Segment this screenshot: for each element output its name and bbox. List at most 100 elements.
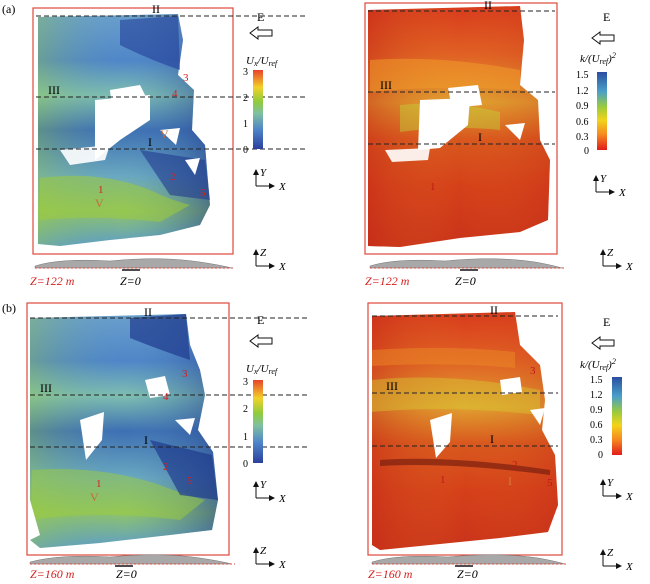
panel-b-right-legend: E k/(Uref)2 1.5 1.2 0.9 0.6 0.3 0: [580, 315, 622, 461]
colorbar-k: [597, 72, 607, 150]
panel-b-right-map: II III I 1 2 3 5 I: [367, 302, 563, 556]
svg-text:1.2: 1.2: [576, 86, 589, 97]
svg-text:X: X: [618, 187, 627, 199]
svg-text:II: II: [144, 305, 152, 319]
panel-b-left-legend: E Ux/Uref 3 2 1 0: [243, 313, 279, 470]
svg-text:0.9: 0.9: [590, 405, 603, 416]
panel-b-right-profile: Z=160 m Z=0: [368, 554, 568, 581]
svg-text:X: X: [278, 181, 287, 193]
number-3: 3: [183, 72, 189, 84]
svg-text:0: 0: [243, 459, 248, 470]
svg-text:k/(Uref)2: k/(Uref)2: [580, 357, 616, 372]
svg-text:III: III: [40, 381, 52, 395]
svg-text:2: 2: [512, 459, 518, 471]
line-label-I: I: [148, 135, 152, 149]
svg-text:I: I: [144, 433, 148, 447]
svg-text:Z=160 m: Z=160 m: [368, 567, 413, 580]
svg-text:1: 1: [440, 474, 446, 486]
panel-a-left-xy-axes: Y X: [253, 167, 287, 193]
svg-text:5: 5: [547, 477, 553, 489]
panel-a-right-xz-axes: Z X: [600, 247, 634, 273]
east-arrow-icon: [249, 334, 273, 348]
number-2: 2: [170, 171, 176, 183]
colorbar-ux: [253, 70, 263, 149]
panel-a-right-xy-axes: Y X: [593, 173, 627, 199]
svg-text:1: 1: [96, 478, 102, 490]
svg-text:1: 1: [243, 432, 248, 443]
svg-text:E: E: [603, 315, 610, 329]
line-label-II: II: [152, 2, 160, 16]
svg-text:II: II: [484, 0, 492, 12]
panel-b-right-xz-axes: Z X: [600, 547, 634, 573]
svg-text:Z=0: Z=0: [116, 567, 137, 580]
svg-text:0.3: 0.3: [576, 132, 589, 143]
svg-text:I: I: [478, 130, 482, 144]
east-arrow-icon: [591, 31, 615, 45]
svg-text:Y: Y: [607, 477, 615, 489]
svg-text:Z=0: Z=0: [455, 274, 476, 288]
svg-text:2: 2: [243, 404, 248, 415]
svg-text:Y: Y: [600, 173, 608, 185]
svg-text:Z: Z: [607, 547, 614, 559]
number-1: 1: [98, 184, 104, 196]
cb-tick-2: 2: [243, 93, 248, 104]
svg-text:0.3: 0.3: [590, 435, 603, 446]
panel-b-left-xy-axes: Y X: [253, 479, 287, 505]
line-label-III: III: [48, 83, 60, 97]
svg-text:Z: Z: [260, 247, 267, 259]
panel-b-left-profile: Z=160 m Z=0: [29, 554, 235, 581]
east-arrow-icon: [591, 336, 615, 350]
panel-a-left-profile: Z=122 m Z=0: [30, 258, 235, 288]
svg-text:Z=0: Z=0: [457, 567, 478, 580]
panel-a-left-map: II III I 1 2 3 4 5 V V: [32, 2, 308, 255]
svg-text:V: V: [90, 490, 99, 504]
east-arrow-icon: [249, 26, 273, 40]
cb-tick-3: 3: [243, 67, 248, 78]
svg-text:Y: Y: [260, 479, 268, 491]
svg-text:E: E: [603, 10, 610, 24]
svg-text:X: X: [625, 561, 634, 573]
z0-caption: Z=0: [120, 274, 141, 288]
svg-text:0.6: 0.6: [590, 420, 603, 431]
svg-text:3: 3: [182, 368, 188, 380]
svg-text:Y: Y: [260, 167, 268, 179]
svg-text:0.9: 0.9: [576, 101, 589, 112]
terrain-profile: [34, 258, 233, 269]
svg-text:1.5: 1.5: [576, 70, 589, 81]
colorbar-title-ux: Ux/Uref: [246, 55, 279, 68]
svg-text:X: X: [278, 559, 287, 571]
svg-text:Z=122 m: Z=122 m: [365, 274, 410, 288]
svg-text:III: III: [380, 78, 392, 92]
svg-text:0: 0: [598, 450, 603, 461]
panel-b-right-xy-axes: Y X: [600, 477, 634, 503]
svg-text:II: II: [490, 303, 498, 317]
svg-text:2: 2: [163, 461, 169, 473]
cb-tick-0: 0: [243, 145, 248, 156]
svg-text:Z=160 m: Z=160 m: [30, 567, 75, 580]
cb-tick-1: 1: [243, 119, 248, 130]
svg-text:X: X: [625, 261, 634, 273]
panel-a-right-map: II III I 1: [364, 0, 558, 255]
svg-text:1: 1: [430, 181, 436, 193]
svg-text:X: X: [278, 261, 287, 273]
svg-text:E: E: [257, 313, 264, 327]
hole: [95, 95, 150, 160]
svg-text:5: 5: [187, 475, 193, 487]
svg-text:I: I: [508, 474, 512, 488]
marker-v-1: V: [95, 196, 104, 210]
colorbar-title-k: k/(Uref)2: [580, 51, 616, 66]
svg-text:X: X: [278, 493, 287, 505]
svg-text:X: X: [625, 491, 634, 503]
svg-text:0.6: 0.6: [576, 117, 589, 128]
panel-a-right-legend: E k/(Uref)2 1.5 1.2 0.9 0.6 0.3 0: [576, 10, 616, 157]
svg-text:0: 0: [584, 146, 589, 157]
svg-text:4: 4: [163, 391, 169, 403]
panel-a-left-legend: E Ux/Uref 3 2 1 0: [243, 10, 279, 156]
svg-text:3: 3: [243, 377, 248, 388]
svg-text:Z: Z: [607, 247, 614, 259]
svg-text:Ux/Uref: Ux/Uref: [246, 363, 279, 376]
panel-a-right-profile: Z=122 m Z=0: [365, 258, 565, 288]
marker-v-2: V: [160, 127, 169, 141]
panel-b-label: (b): [2, 301, 16, 315]
